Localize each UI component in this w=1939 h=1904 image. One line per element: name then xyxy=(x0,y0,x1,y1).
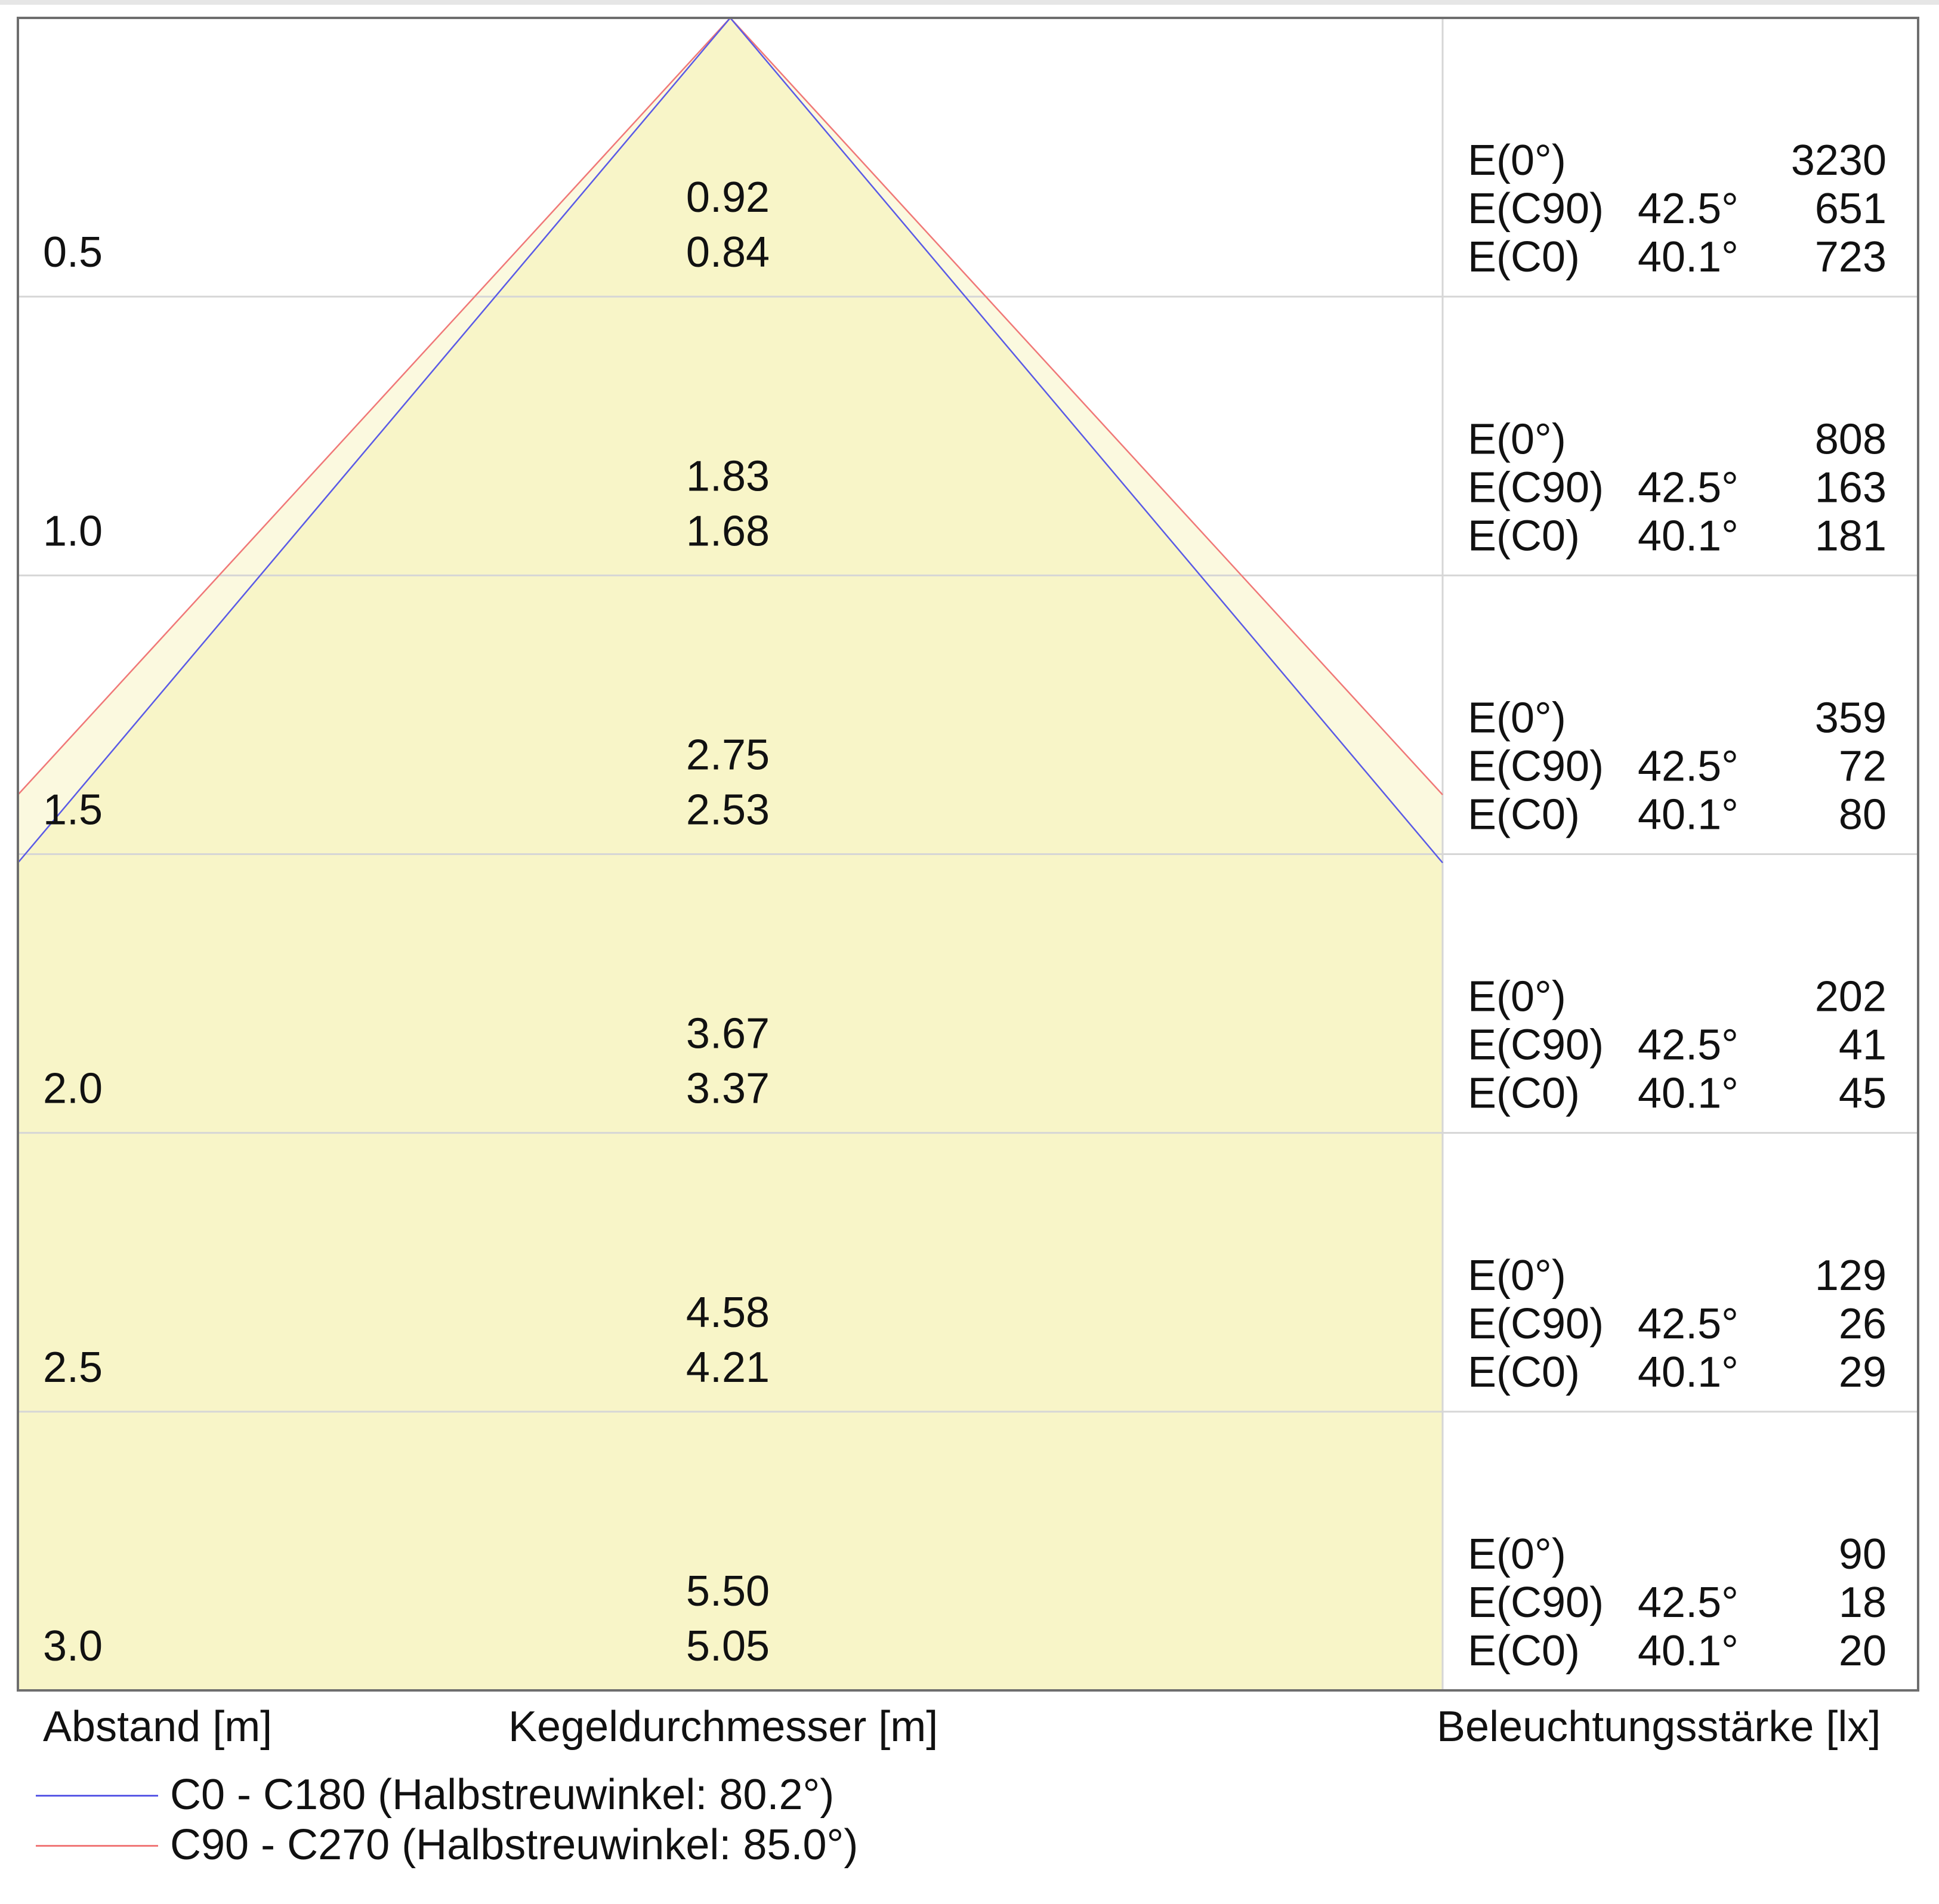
legend-line-c90-c270 xyxy=(36,1845,158,1847)
diameter-c0-value: 0.84 xyxy=(686,229,770,276)
diameter-c90-value: 3.67 xyxy=(686,1010,770,1058)
diagram-frame xyxy=(17,17,1919,1692)
ec0-label: E(C0) xyxy=(1468,512,1580,560)
ec90-value: 163 xyxy=(1815,464,1886,511)
cone-edge-right-c0-c180 xyxy=(730,17,1443,863)
ec0-label: E(C0) xyxy=(1468,1070,1580,1118)
ec90-angle: 42.5° xyxy=(1638,1579,1739,1627)
diameter-c0-value: 4.21 xyxy=(686,1344,770,1391)
legend-item-c0-c180: C0 - C180 (Halbstreuwinkel: 80.2°) xyxy=(36,1771,990,1819)
ec90-angle: 42.5° xyxy=(1638,1022,1739,1069)
diameter-c90-value: 0.92 xyxy=(686,174,770,221)
diameter-c90-value: 5.50 xyxy=(686,1567,770,1615)
ec0-value: 29 xyxy=(1839,1348,1886,1396)
ec90-label: E(C90) xyxy=(1468,1579,1604,1627)
diameter-c90-value: 2.75 xyxy=(686,732,770,779)
legend-label-c90-c270: C90 - C270 (Halbstreuwinkel: 85.0°) xyxy=(170,1821,859,1869)
ec90-label: E(C90) xyxy=(1468,1022,1604,1069)
ec90-value: 651 xyxy=(1815,185,1886,233)
legend-item-c90-c270: C90 - C270 (Halbstreuwinkel: 85.0°) xyxy=(36,1821,990,1869)
ec90-value: 26 xyxy=(1839,1300,1886,1348)
ec90-angle: 42.5° xyxy=(1638,464,1739,511)
diameter-c0-value: 2.53 xyxy=(686,786,770,834)
ec0-value: 723 xyxy=(1815,233,1886,281)
ec90-label: E(C90) xyxy=(1468,185,1604,233)
ec90-label: E(C90) xyxy=(1468,464,1604,511)
ec0-angle: 40.1° xyxy=(1638,233,1739,281)
ec0-label: E(C0) xyxy=(1468,1627,1580,1675)
diameter-c90-value: 1.83 xyxy=(686,452,770,500)
diameter-c0-value: 1.68 xyxy=(686,507,770,555)
ec90-label: E(C90) xyxy=(1468,743,1604,791)
legend-line-c0-c180 xyxy=(36,1795,158,1797)
distance-label: 2.0 xyxy=(43,1065,103,1113)
distance-label: 1.5 xyxy=(43,786,103,834)
distance-axis-title: Abstand [m] xyxy=(43,1703,273,1751)
e0-label: E(0°) xyxy=(1468,137,1566,184)
ec0-label: E(C0) xyxy=(1468,233,1580,281)
diameter-c90-value: 4.58 xyxy=(686,1289,770,1337)
ec0-value: 45 xyxy=(1839,1070,1886,1118)
ec90-value: 72 xyxy=(1839,743,1886,791)
diameter-c0-value: 5.05 xyxy=(686,1622,770,1670)
top-edge-line xyxy=(0,0,1939,5)
ec0-label: E(C0) xyxy=(1468,791,1580,839)
distance-label: 0.5 xyxy=(43,229,103,276)
ec0-angle: 40.1° xyxy=(1638,512,1739,560)
ec0-value: 20 xyxy=(1839,1627,1886,1675)
ec0-angle: 40.1° xyxy=(1638,791,1739,839)
cone-edge-left-c0-c180 xyxy=(17,17,731,863)
distance-label: 3.0 xyxy=(43,1622,103,1670)
ec90-value: 18 xyxy=(1839,1579,1886,1627)
ec90-angle: 42.5° xyxy=(1638,1300,1739,1348)
e0-label: E(0°) xyxy=(1468,973,1566,1021)
ec0-value: 80 xyxy=(1839,791,1886,839)
e0-value: 808 xyxy=(1815,415,1886,463)
distance-label: 2.5 xyxy=(43,1344,103,1391)
ec0-label: E(C0) xyxy=(1468,1348,1580,1396)
ec90-label: E(C90) xyxy=(1468,1300,1604,1348)
e0-value: 202 xyxy=(1815,973,1886,1021)
e0-label: E(0°) xyxy=(1468,1252,1566,1300)
ec0-angle: 40.1° xyxy=(1638,1070,1739,1118)
ec0-value: 181 xyxy=(1815,512,1886,560)
diameter-c0-value: 3.37 xyxy=(686,1065,770,1113)
e0-label: E(0°) xyxy=(1468,415,1566,463)
e0-value: 359 xyxy=(1815,695,1886,742)
distance-label: 1.0 xyxy=(43,507,103,555)
legend-label-c0-c180: C0 - C180 (Halbstreuwinkel: 80.2°) xyxy=(170,1771,835,1819)
ec90-angle: 42.5° xyxy=(1638,185,1739,233)
e0-label: E(0°) xyxy=(1468,695,1566,742)
cone-edge-left-c90-c270 xyxy=(17,17,731,795)
e0-value: 129 xyxy=(1815,1252,1886,1300)
cone-diagram: 0.5 0.92 0.84 E(0°) 3230 E(C90) 42.5° 651 E(C0) 4… xyxy=(17,17,1919,1692)
e0-value: 90 xyxy=(1839,1530,1886,1578)
e0-value: 3230 xyxy=(1791,137,1886,184)
ec0-angle: 40.1° xyxy=(1638,1627,1739,1675)
cone-edge-right-c90-c270 xyxy=(730,17,1443,795)
ec0-angle: 40.1° xyxy=(1638,1348,1739,1396)
illuminance-axis-title: Beleuchtungsstärke [lx] xyxy=(1437,1703,1881,1751)
e0-label: E(0°) xyxy=(1468,1530,1566,1578)
ec90-value: 41 xyxy=(1839,1022,1886,1069)
ec90-angle: 42.5° xyxy=(1638,743,1739,791)
diameter-axis-title: Kegeldurchmesser [m] xyxy=(508,1703,938,1751)
